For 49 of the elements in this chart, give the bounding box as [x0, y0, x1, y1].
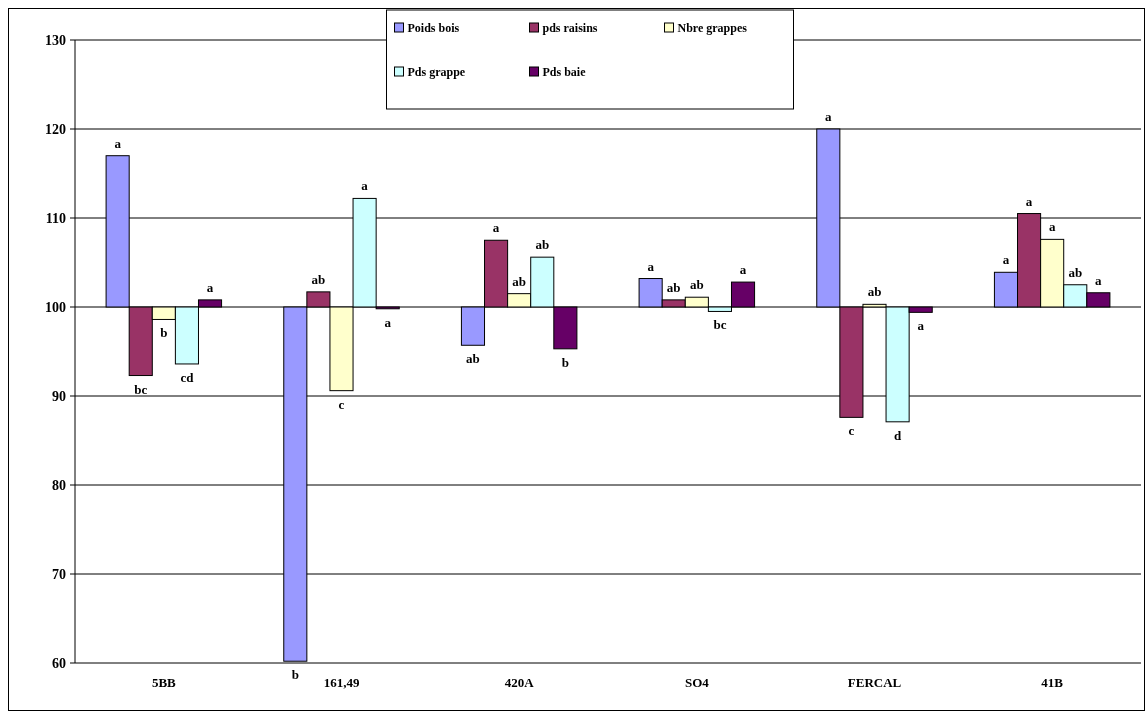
- data-label: a: [1002, 252, 1010, 268]
- y-tick-label: 130: [45, 33, 66, 48]
- data-label: a: [114, 135, 122, 151]
- legend-label: Pds baie: [542, 65, 587, 79]
- legend-label: Poids bois: [407, 21, 460, 35]
- data-label: a: [206, 279, 214, 295]
- data-label: ab: [535, 237, 550, 253]
- data-label: ab: [867, 284, 882, 300]
- y-tick-label: 90: [52, 389, 66, 404]
- x-tick-label: 5BB: [151, 675, 177, 690]
- data-label: a: [1095, 272, 1103, 288]
- data-label: a: [647, 258, 655, 274]
- data-label: c: [848, 423, 855, 439]
- legend-label: pds raisins: [542, 21, 598, 35]
- data-label: ab: [512, 273, 527, 289]
- y-tick-label: 70: [52, 567, 66, 582]
- data-label: a: [739, 262, 747, 278]
- data-label: bc: [713, 317, 727, 333]
- y-tick-label: 120: [45, 122, 66, 137]
- data-label: b: [291, 667, 299, 683]
- y-tick-label: 60: [52, 656, 66, 671]
- legend-label: Pds grappe: [407, 65, 466, 79]
- x-tick-label: SO4: [684, 675, 710, 690]
- data-label: a: [1048, 219, 1056, 235]
- legend-label: Nbre grappes: [677, 21, 748, 35]
- data-label: b: [160, 325, 168, 341]
- data-label: a: [361, 178, 369, 194]
- x-tick-label: 41B: [1041, 675, 1064, 690]
- data-label: ab: [666, 279, 681, 295]
- data-label: a: [492, 220, 500, 236]
- data-label: cd: [180, 369, 195, 385]
- data-label: b: [561, 354, 569, 370]
- data-label: ab: [689, 277, 704, 293]
- data-label: a: [917, 318, 925, 334]
- y-tick-label: 110: [45, 211, 66, 226]
- data-label: c: [338, 396, 345, 412]
- data-label: bc: [134, 381, 148, 397]
- data-label: ab: [1068, 264, 1083, 280]
- x-tick-label: 161,49: [323, 675, 360, 690]
- y-tick-label: 80: [52, 478, 66, 493]
- data-label: a: [1025, 193, 1033, 209]
- data-label: a: [825, 109, 833, 124]
- data-label: ab: [311, 271, 326, 287]
- data-label: ab: [466, 351, 480, 367]
- x-tick-label: 420A: [504, 675, 535, 690]
- x-tick-label: FERCAL: [847, 675, 902, 690]
- data-label: d: [893, 427, 902, 443]
- y-tick-label: 100: [45, 300, 66, 315]
- data-label: a: [384, 314, 392, 330]
